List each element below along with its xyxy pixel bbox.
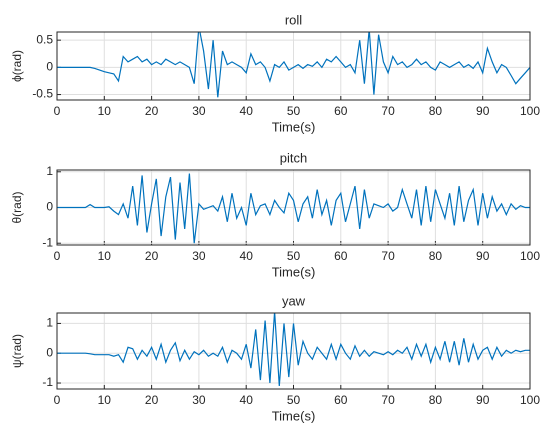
series (57, 173, 530, 244)
data-line (57, 32, 530, 98)
y-axis-label: ϕ(rad) (10, 50, 24, 82)
x-tick-label: 30 (192, 249, 206, 263)
x-tick-label: 80 (429, 104, 443, 118)
x-tick-label: 90 (476, 249, 490, 263)
y-tick-label: 0 (46, 345, 53, 359)
axes-frame (56, 312, 531, 390)
axes-frame (56, 31, 531, 101)
x-tick-label: 70 (381, 249, 395, 263)
subplot-title: yaw (282, 293, 306, 308)
x-tick-label: 50 (287, 104, 301, 118)
series (57, 32, 530, 98)
data-line (57, 313, 530, 387)
x-tick-label: 40 (240, 393, 254, 407)
x-tick-label: 60 (334, 104, 348, 118)
subplot: 0 10 20 30 40 50 60 70 80 90 100-101yawTime(s)ψ(ra… (10, 293, 540, 423)
y-tick-label: 0 (46, 200, 53, 214)
x-tick-label: 80 (429, 393, 443, 407)
data-line (57, 173, 530, 244)
x-tick-label: 90 (476, 104, 490, 118)
x-tick-label: 70 (381, 104, 395, 118)
subplot-title: roll (285, 12, 302, 27)
x-tick-label: 40 (240, 104, 254, 118)
y-tick-label: 1 (46, 164, 53, 178)
x-tick-label: 40 (240, 249, 254, 263)
x-tick-label: 20 (145, 393, 159, 407)
axes-frame (56, 169, 531, 246)
x-tick-label: 0 (54, 104, 61, 118)
subplot: 0 10 20 30 40 50 60 70 80 90 100-101pitchTime(s)θ(… (10, 150, 540, 279)
x-tick-label: 50 (287, 249, 301, 263)
x-tick-label: 0 (54, 393, 61, 407)
x-tick-label: 60 (334, 249, 348, 263)
x-tick-label: 50 (287, 393, 301, 407)
x-tick-label: 70 (381, 393, 395, 407)
y-tick-label: 1 (46, 316, 53, 330)
subplot: 0 10 20 30 40 50 60 70 80 90 100-0.500.5rollTime(s… (10, 12, 540, 134)
x-tick-label: 10 (98, 249, 112, 263)
y-axis-label: θ(rad) (10, 191, 24, 223)
x-tick-label: 0 (54, 249, 61, 263)
x-tick-label: 20 (145, 249, 159, 263)
x-tick-label: 20 (145, 104, 159, 118)
y-axis-label: ψ(rad) (10, 334, 24, 368)
x-tick-label: 90 (476, 393, 490, 407)
x-tick-label: 30 (192, 104, 206, 118)
x-tick-label: 30 (192, 393, 206, 407)
x-axis-label: Time(s) (272, 119, 316, 134)
x-tick-label: 100 (520, 104, 540, 118)
x-tick-label: 10 (98, 104, 112, 118)
x-tick-label: 80 (429, 249, 443, 263)
x-tick-label: 100 (520, 393, 540, 407)
x-axis-label: Time(s) (272, 264, 316, 279)
y-tick-label: 0 (46, 60, 53, 74)
x-tick-label: 100 (520, 249, 540, 263)
series (57, 313, 530, 387)
y-tick-label: -1 (42, 235, 53, 249)
x-tick-label: 60 (334, 393, 348, 407)
y-tick-label: -1 (42, 375, 53, 389)
y-tick-label: -0.5 (32, 87, 53, 101)
x-tick-label: 10 (98, 393, 112, 407)
y-tick-label: 0.5 (36, 32, 53, 46)
x-axis-label: Time(s) (272, 408, 316, 423)
subplot-title: pitch (280, 150, 307, 165)
